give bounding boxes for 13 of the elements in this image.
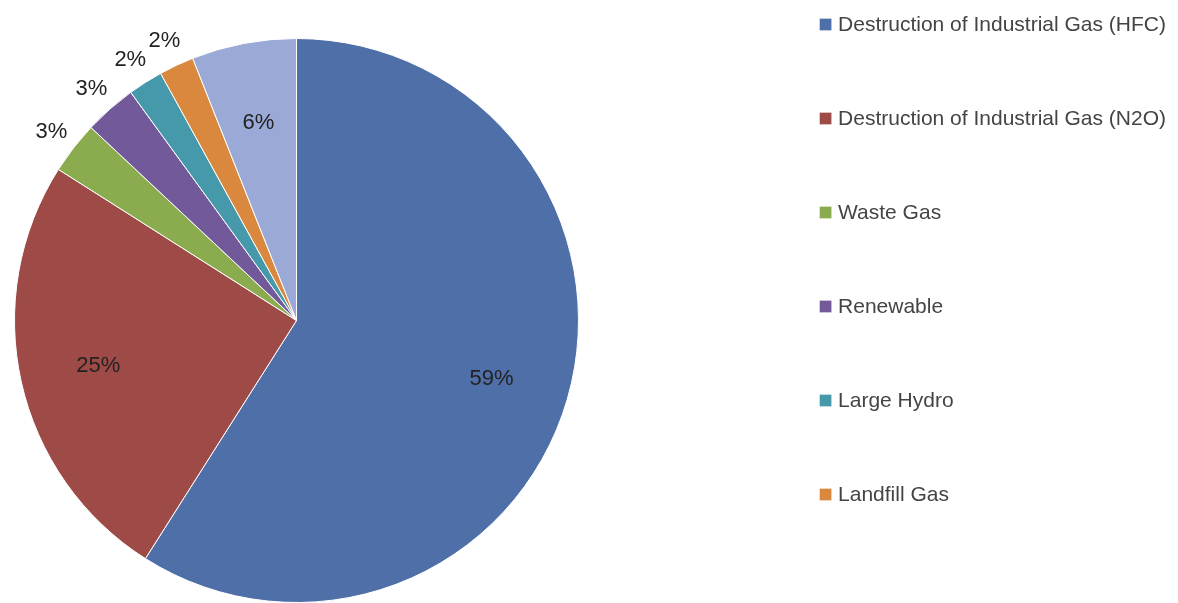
data-label: 3% — [35, 117, 68, 143]
legend-label: Landfill Gas — [838, 482, 949, 506]
data-label: 6% — [242, 108, 275, 134]
legend-label: Renewable — [838, 294, 944, 318]
legend-label: Destruction of Industrial Gas (N2O) — [838, 106, 1166, 130]
legend-label: Destruction of Industrial Gas (HFC) — [838, 12, 1166, 36]
legend-label: Large Hydro — [838, 388, 954, 412]
data-label: 59% — [469, 364, 514, 390]
data-label: 3% — [75, 75, 108, 101]
data-label: 25% — [76, 352, 121, 378]
data-label: 2% — [114, 46, 147, 72]
legend-label: Waste Gas — [838, 200, 942, 224]
data-label: 2% — [148, 27, 181, 53]
